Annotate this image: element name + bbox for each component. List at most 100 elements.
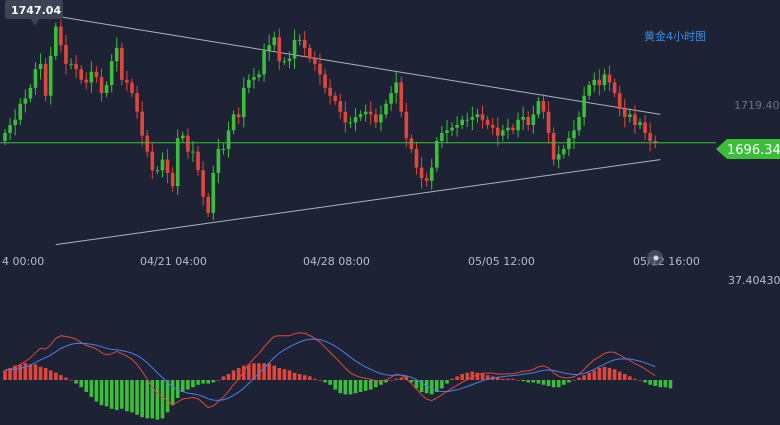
candle-body xyxy=(409,138,414,149)
candle-body xyxy=(211,172,216,213)
macd-bar xyxy=(165,380,170,413)
macd-bar xyxy=(170,380,175,406)
macd-bar xyxy=(653,380,658,386)
candle-body xyxy=(257,74,261,78)
candle-body xyxy=(399,82,404,112)
macd-bar xyxy=(196,380,200,385)
macd-bar xyxy=(495,377,500,380)
candle-body xyxy=(511,127,515,131)
macd-bar xyxy=(23,363,28,380)
candle-body xyxy=(531,114,536,125)
candle-body xyxy=(526,117,531,125)
macd-bar xyxy=(450,378,454,380)
macd-bar xyxy=(48,370,53,380)
candle-body xyxy=(353,117,358,123)
candle-body xyxy=(622,109,627,118)
candle-body xyxy=(450,127,454,131)
candle-body xyxy=(343,111,348,123)
trendline-lower xyxy=(55,159,661,246)
macd-bar xyxy=(597,368,602,380)
macd-bar xyxy=(348,380,353,395)
candle-body xyxy=(541,101,546,112)
macd-value-label: 37.40430 xyxy=(728,274,780,287)
candle-body xyxy=(556,154,561,160)
candle-body xyxy=(648,132,652,141)
macd-bar xyxy=(59,375,63,380)
candle-body xyxy=(485,119,490,125)
candle-body xyxy=(48,55,53,96)
macd-bar xyxy=(419,380,424,392)
candle-body xyxy=(445,130,449,133)
candle-body xyxy=(79,69,83,80)
macd-bar xyxy=(114,380,119,410)
candle-body xyxy=(140,111,144,136)
macd-bar xyxy=(236,368,241,380)
macd-bar xyxy=(404,376,409,380)
macd-bar xyxy=(567,380,571,383)
macd-bar xyxy=(460,374,464,380)
macd-bar xyxy=(374,380,378,388)
macd-histogram xyxy=(3,363,673,420)
macd-bar xyxy=(155,380,160,420)
candle-body xyxy=(135,93,139,112)
macd-bar xyxy=(338,380,343,394)
candle-body xyxy=(3,132,7,141)
candle-body xyxy=(181,135,185,139)
candle-body xyxy=(160,159,165,171)
candle-body xyxy=(308,47,312,59)
candle-body xyxy=(572,130,576,139)
candle-body xyxy=(592,79,597,86)
candle-body xyxy=(287,58,292,62)
macd-bar xyxy=(638,380,642,381)
candle-body xyxy=(84,79,89,83)
macd-bar xyxy=(43,368,48,380)
macd-bar xyxy=(592,370,597,380)
macd-bar xyxy=(323,380,327,383)
macd-bar xyxy=(424,380,429,394)
macd-bar xyxy=(521,380,525,382)
candle-body xyxy=(89,71,94,83)
macd-bar xyxy=(414,380,419,389)
candle-body xyxy=(165,159,170,173)
macd-bar xyxy=(628,376,632,380)
candle-body xyxy=(8,125,12,133)
candle-body xyxy=(633,114,637,125)
candle-body xyxy=(297,39,302,41)
trendline-upper xyxy=(4,7,661,115)
candle-body xyxy=(313,58,317,64)
macd-bar xyxy=(89,380,94,397)
candle-body xyxy=(495,127,500,136)
macd-bar xyxy=(470,371,475,380)
candle-body xyxy=(241,87,246,118)
macd-bar xyxy=(409,380,414,383)
macd-bar xyxy=(135,380,139,415)
macd-bar xyxy=(379,380,383,385)
candle-body xyxy=(145,135,150,152)
macd-bar xyxy=(74,380,78,384)
x-axis: 4 00:00 04/21 04:00 04/28 08:00 05/05 12… xyxy=(2,255,700,268)
macd-bar xyxy=(94,380,99,402)
candle-body xyxy=(597,79,602,86)
candle-body xyxy=(602,74,607,86)
candle-body xyxy=(470,117,475,120)
macd-bar xyxy=(120,380,124,409)
candle-body xyxy=(424,178,429,181)
macd-bar xyxy=(64,377,68,380)
macd-bar xyxy=(150,380,155,419)
macd-bar xyxy=(257,363,261,380)
candle-body xyxy=(333,95,337,102)
candle-body xyxy=(231,114,236,131)
candle-body xyxy=(277,37,282,62)
macd-bar xyxy=(241,365,246,380)
candle-body xyxy=(191,151,195,153)
candle-body xyxy=(516,119,520,131)
candle-body xyxy=(384,103,388,115)
macd-bar xyxy=(231,370,236,380)
candle-body xyxy=(419,167,424,179)
macd-bar xyxy=(643,380,647,383)
candle-body xyxy=(104,85,109,94)
candle-body xyxy=(13,119,17,125)
cursor-marker-dot xyxy=(653,255,659,261)
macd-bar xyxy=(69,380,73,381)
candle-body xyxy=(318,63,322,75)
